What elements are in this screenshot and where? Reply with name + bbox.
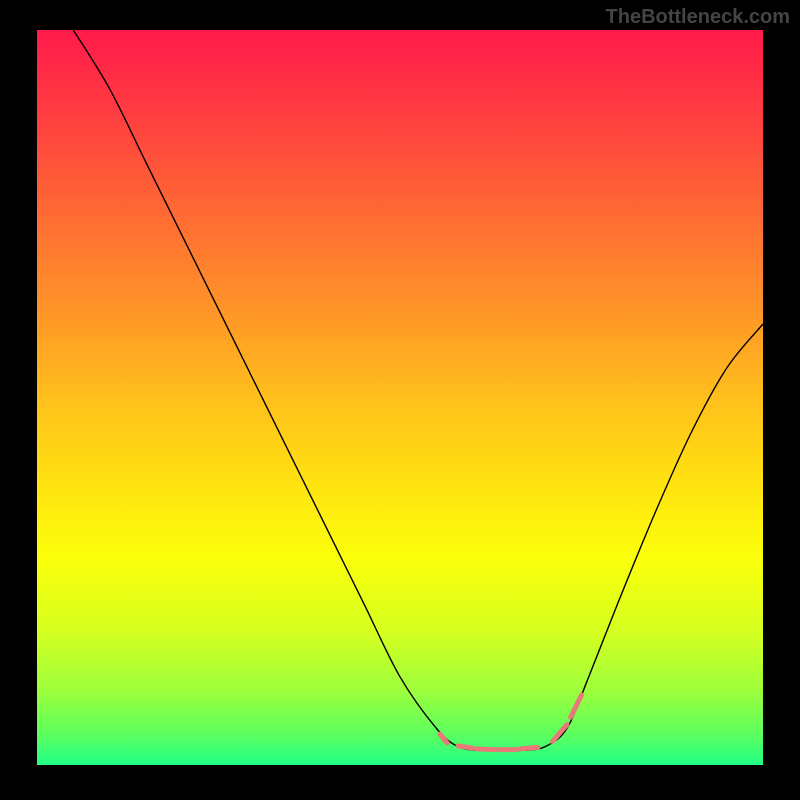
marker-dash: [476, 749, 494, 750]
marker-dash: [458, 746, 473, 748]
bottleneck-chart: [37, 30, 763, 765]
marker-dash: [520, 747, 538, 748]
chart-background: [37, 30, 763, 765]
watermark-label: TheBottleneck.com: [606, 6, 790, 29]
chart-container: TheBottleneck.com: [0, 0, 800, 800]
plot-area: [37, 30, 763, 765]
